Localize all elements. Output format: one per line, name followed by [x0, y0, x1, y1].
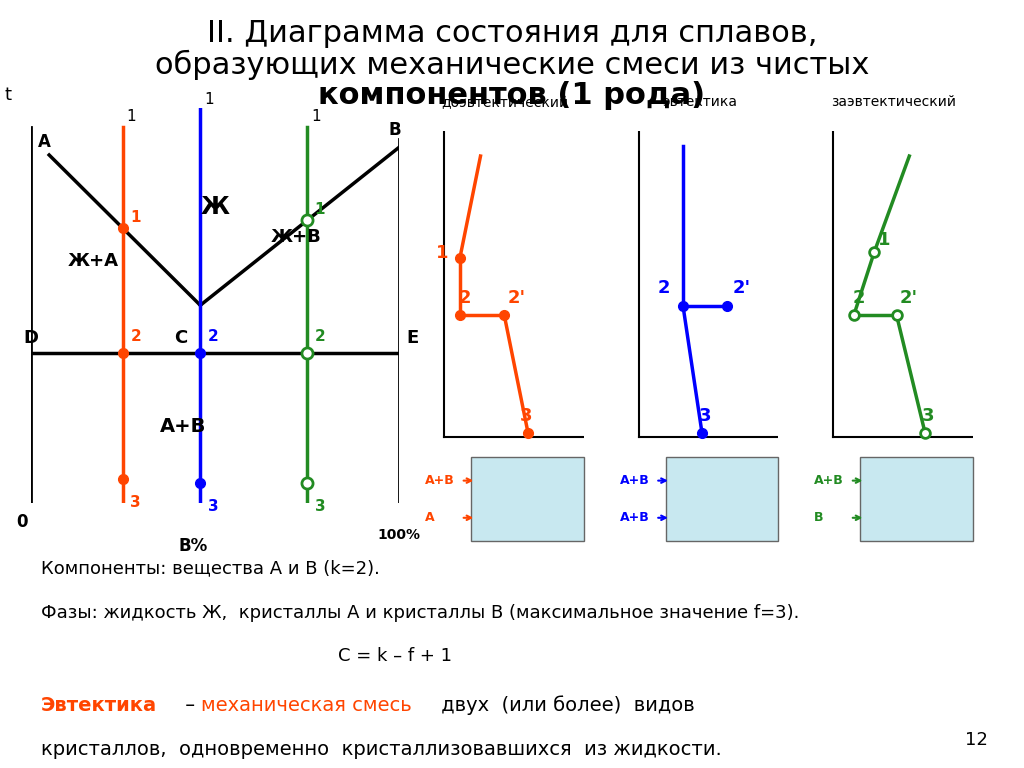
Text: А: А [38, 133, 51, 151]
Text: 1: 1 [878, 231, 890, 250]
Text: доэвтектический: доэвтектический [441, 95, 568, 109]
Text: 2: 2 [852, 289, 864, 306]
Text: двух  (или более)  видов: двух (или более) видов [435, 696, 695, 716]
Text: В: В [388, 121, 401, 139]
Circle shape [494, 504, 516, 521]
Text: 2': 2' [508, 289, 525, 306]
Text: 2': 2' [732, 279, 751, 297]
Text: компонентов (1 рода): компонентов (1 рода) [318, 81, 706, 110]
Circle shape [893, 482, 929, 508]
Text: 1: 1 [204, 91, 214, 107]
Text: 2': 2' [900, 289, 918, 306]
Text: 2: 2 [130, 329, 141, 344]
Text: 2: 2 [657, 279, 670, 297]
Text: 3: 3 [208, 499, 218, 514]
Circle shape [507, 480, 548, 510]
Text: 3: 3 [314, 499, 326, 514]
Text: Эвтектика: Эвтектика [41, 696, 157, 715]
Text: A+B: A+B [814, 474, 844, 487]
Text: 12: 12 [966, 731, 988, 749]
Text: С: С [174, 329, 187, 347]
Text: D: D [24, 329, 38, 347]
Text: t: t [5, 85, 12, 104]
Text: 3: 3 [520, 406, 532, 425]
Text: заэвтектический: заэвтектический [831, 95, 956, 109]
Circle shape [881, 508, 903, 525]
Circle shape [926, 498, 957, 521]
Text: A+B: A+B [620, 511, 649, 525]
Text: 100%: 100% [377, 528, 420, 541]
Text: A: A [425, 511, 434, 525]
Text: эвтектика: эвтектика [662, 95, 737, 109]
Text: B: B [814, 511, 823, 525]
Text: A+B: A+B [425, 474, 455, 487]
Text: 1: 1 [127, 109, 136, 124]
Text: 2: 2 [208, 329, 218, 344]
Text: E: E [407, 329, 419, 347]
Text: 1: 1 [130, 210, 140, 225]
Text: –: – [179, 696, 202, 715]
Text: 3: 3 [922, 406, 935, 425]
Text: образующих механические смеси из чистых: образующих механические смеси из чистых [155, 50, 869, 80]
Text: А+В: А+В [160, 417, 206, 436]
Text: 1: 1 [311, 109, 321, 124]
Text: Фазы: жидкость Ж,  кристаллы А и кристаллы В (максимальное значение f=3).: Фазы: жидкость Ж, кристаллы А и кристалл… [41, 604, 800, 621]
Text: 2: 2 [314, 329, 326, 344]
Text: 0: 0 [16, 513, 28, 531]
Text: B%: B% [178, 537, 208, 554]
Text: Ж+В: Ж+В [270, 228, 322, 246]
Text: кристаллов,  одновременно  кристаллизовавшихся  из жидкости.: кристаллов, одновременно кристаллизовавш… [41, 740, 722, 760]
Text: Ж: Ж [201, 195, 229, 220]
Circle shape [538, 497, 567, 518]
Text: Ж+А: Ж+А [68, 252, 119, 270]
Text: механическая смесь: механическая смесь [201, 696, 412, 715]
Text: С = k – f + 1: С = k – f + 1 [338, 647, 452, 665]
Text: A+B: A+B [620, 474, 649, 487]
Text: 3: 3 [130, 495, 141, 510]
Text: 3: 3 [698, 406, 712, 425]
Text: 1: 1 [314, 203, 325, 217]
Text: 2: 2 [459, 289, 471, 306]
Text: Компоненты: вещества А и В (k=2).: Компоненты: вещества А и В (k=2). [41, 559, 380, 577]
Text: 1: 1 [436, 244, 449, 262]
Text: II. Диаграмма состояния для сплавов,: II. Диаграмма состояния для сплавов, [207, 19, 817, 48]
